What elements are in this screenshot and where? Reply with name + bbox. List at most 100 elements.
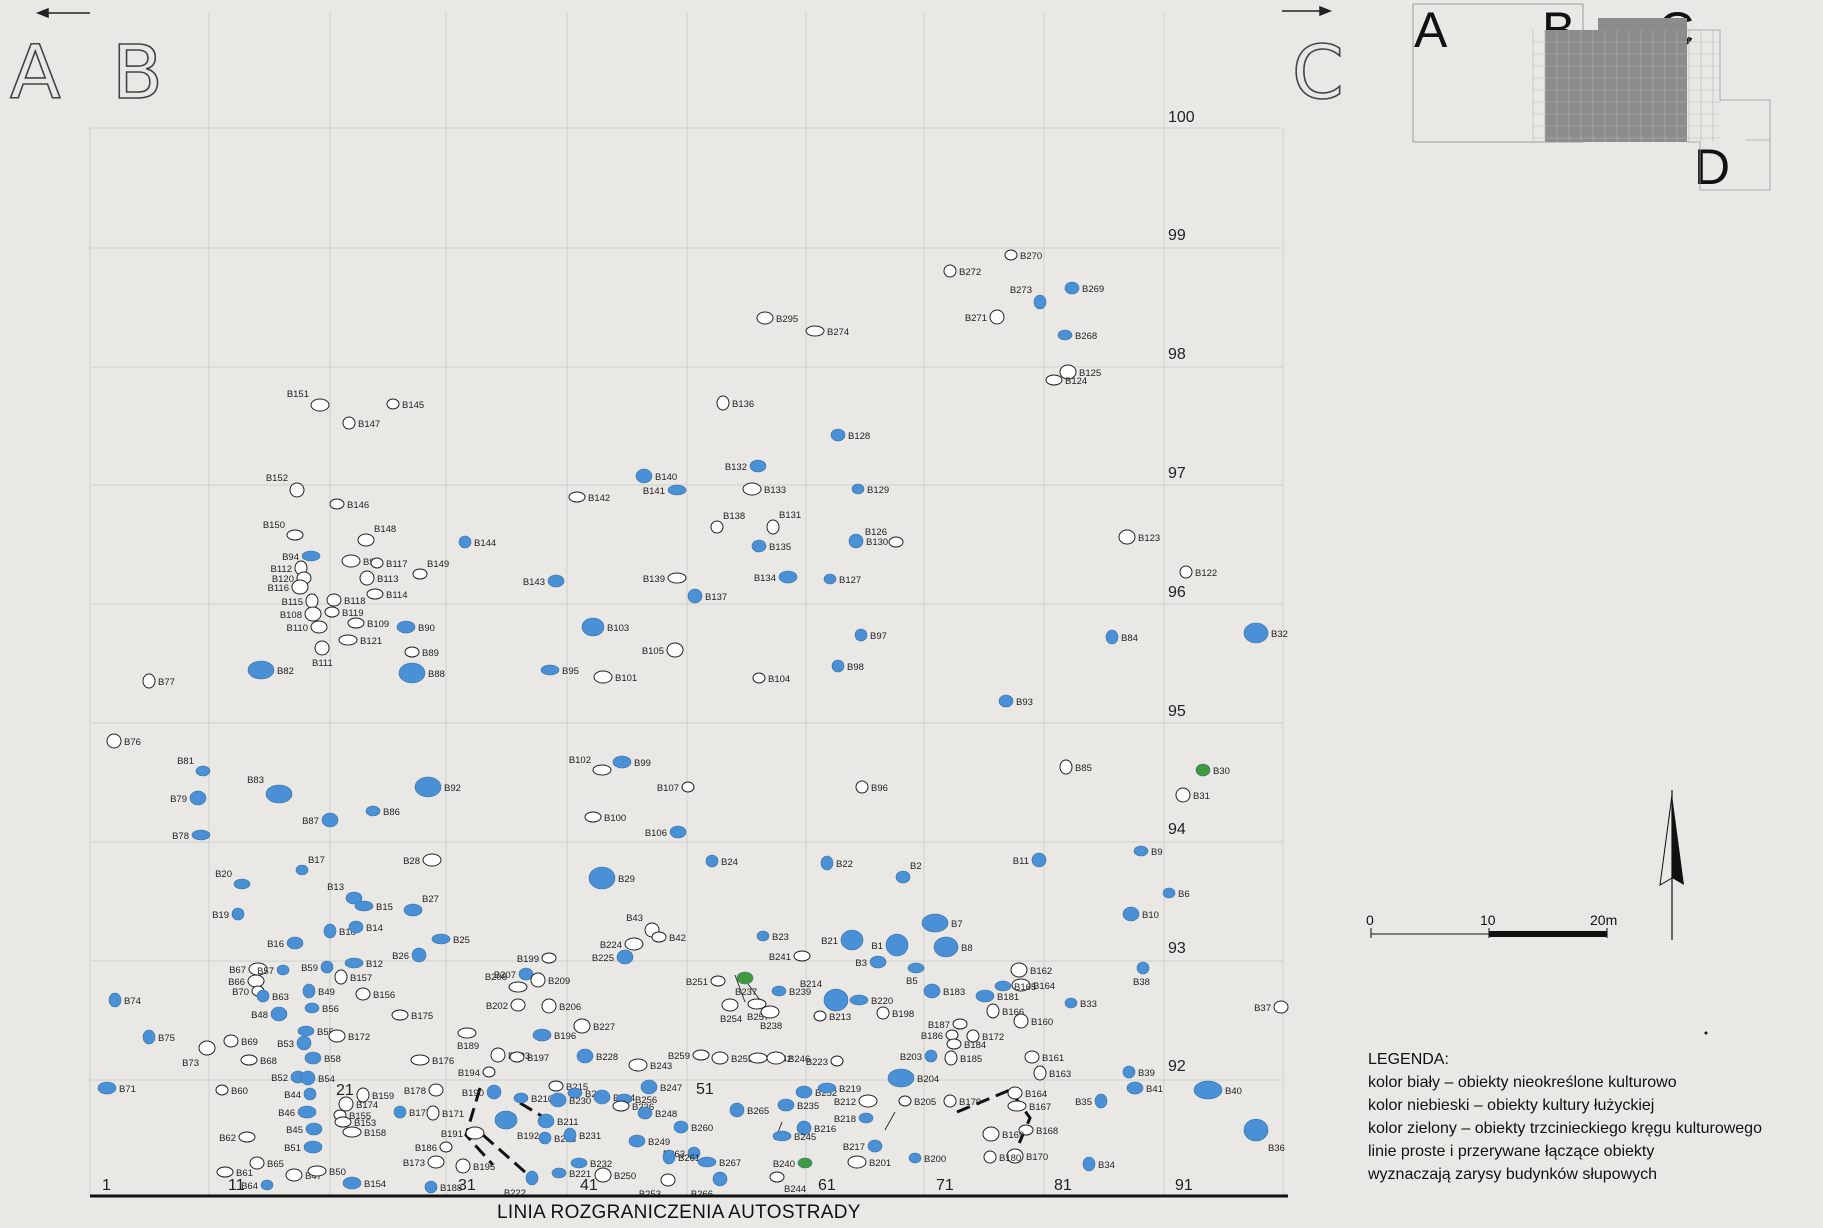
feature-label: B1 [871,941,883,952]
feature-b259 [692,1049,710,1061]
feature-label: B107 [657,783,679,794]
feature-label: B265 [747,1106,769,1117]
feature-b230 [549,1092,567,1108]
feature-b46 [297,1105,317,1119]
feature-label: B123 [1138,533,1160,544]
feature-b238 [760,1005,780,1019]
feature-b160 [1013,1013,1029,1029]
feature-label: B204 [917,1074,939,1085]
feature-label: B87 [302,816,319,827]
feature-b3 [869,955,887,969]
feature-b266 [712,1171,728,1187]
feature-b123 [1118,529,1136,545]
feature-label: B121 [360,636,382,647]
feature-label: B187 [928,1020,950,1031]
feature-label: B142 [588,493,610,504]
feature-b252 [795,1085,813,1099]
feature-label: B100 [604,813,626,824]
feature-b118 [326,593,342,607]
feature-label: B202 [486,1001,508,1012]
feature-label: B180 [999,1153,1021,1164]
feature-b71 [97,1081,117,1095]
feature-b60 [215,1084,229,1096]
feature-b172b [966,1029,980,1043]
row-number: 97 [1168,465,1186,482]
feature-label: B27 [422,894,439,905]
feature-label: B185 [960,1054,982,1065]
feature-b191 [465,1126,485,1140]
feature-b147 [342,416,356,430]
feature-label: B111 [312,658,333,669]
feature-label: B224 [600,940,622,951]
legend-item-white: kolor biały – obiekty nieokreślone kultu… [1368,1074,1677,1091]
feature-label: B246 [788,1054,810,1065]
feature-label: B251 [686,977,708,988]
feature-label: B295 [776,314,798,325]
feature-label: B148 [374,524,396,535]
feature-label: B273 [1010,285,1032,296]
key-map [1412,3,1771,191]
feature-label: B21 [821,936,838,947]
feature-b237 [736,971,754,985]
feature-label: B216 [814,1124,836,1135]
feature-label: B136 [732,399,754,410]
feature-label: B90 [418,623,435,634]
feature-label: B232 [590,1159,612,1170]
feature-label: B178 [404,1086,426,1097]
feature-b20 [233,878,251,890]
feature-label: B47 [305,1171,322,1182]
feature-b131 [766,519,780,535]
feature-label: B22 [836,859,853,870]
feature-b150 [286,529,304,541]
feature-b211 [537,1113,555,1129]
column-number: 1 [102,1177,111,1194]
legend-item-lines: linie proste i przerywane łączące obiekt… [1368,1143,1655,1160]
feature-label: B37 [1254,1003,1271,1014]
feature-label: B56 [322,1004,339,1015]
feature-b68 [240,1054,258,1066]
feature-label: B244 [784,1184,806,1195]
feature-b151 [310,398,330,412]
feature-label: B186 [415,1143,437,1154]
feature-label: B183 [943,987,965,998]
feature-b141 [667,484,687,496]
scale-tick: 0 [1366,912,1374,928]
feature-b176 [410,1054,430,1066]
feature-b181 [975,989,995,1003]
feature-b139 [667,572,687,584]
feature-b95 [540,664,560,676]
section-letter-b: B [111,30,163,116]
feature-b156 [355,987,371,1001]
feature-b32 [1243,622,1269,644]
feature-b186b [439,1141,453,1153]
column-number: 41 [580,1177,598,1194]
feature-b268 [1057,329,1073,341]
section-letter-a: A [9,30,61,116]
feature-b54 [300,1070,316,1086]
feature-label: B85 [1075,763,1092,774]
feature-label: B161 [1042,1053,1064,1064]
feature-label: B112 [271,564,292,575]
feature-b204 [887,1068,915,1088]
feature-b109 [347,617,365,629]
legend-title: LEGENDA: [1368,1051,1449,1068]
feature-label: B127 [839,575,861,586]
feature-label: B66 [228,977,245,988]
feature-b224 [624,937,644,951]
row-number: 98 [1168,346,1186,363]
feature-label: B141 [643,486,665,497]
feature-b239 [771,985,787,997]
feature-label: B125 [1079,368,1101,379]
feature-b99 [612,755,632,769]
feature-b29 [588,866,616,890]
feature-label: B45 [286,1125,303,1136]
feature-b257 [747,998,767,1010]
feature-b253 [660,1173,676,1187]
feature-b11 [1031,852,1047,868]
feature-b47 [285,1168,303,1182]
feature-b229 [567,1087,583,1099]
feature-b174 [338,1096,354,1112]
feature-label: B103 [607,623,629,634]
feature-label: B122 [1195,568,1217,579]
feature-b30 [1195,763,1211,777]
